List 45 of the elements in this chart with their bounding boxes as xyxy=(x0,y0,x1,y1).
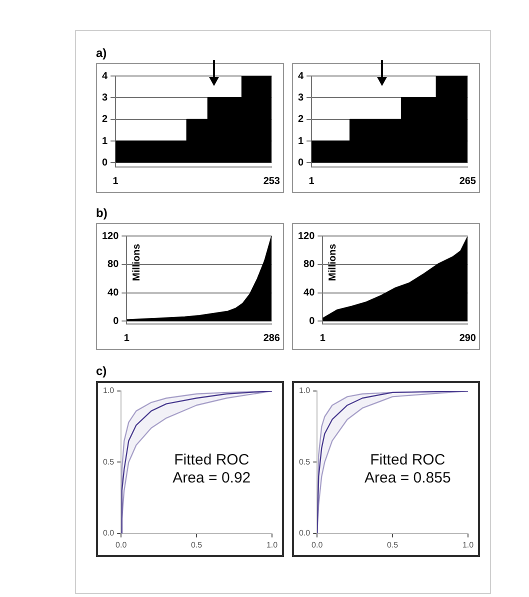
x-tick-label: 0.5 xyxy=(387,540,399,550)
y-tick-label: 3 xyxy=(102,92,108,104)
chart-title: a) xyxy=(96,45,108,62)
y-tick-label: 0.0 xyxy=(102,528,115,538)
annotation: Area = 0.855 xyxy=(364,469,451,486)
x-tick-label: 1 xyxy=(124,332,130,344)
y-axis-title: Millions xyxy=(327,243,338,282)
x-tick-label: 1.0 xyxy=(266,540,278,550)
y-tick-label: 80 xyxy=(108,259,120,270)
chart-title: b) xyxy=(96,205,108,222)
y-tick-label: 40 xyxy=(108,288,120,299)
y-axis-title: Millions xyxy=(131,243,142,282)
annotation: Fitted ROC xyxy=(174,451,250,468)
y-tick-label: 1 xyxy=(298,136,304,147)
y-tick-label: 40 xyxy=(304,288,316,299)
x-tick-label: 290 xyxy=(459,332,476,344)
x-tick-label: 0.0 xyxy=(116,540,128,550)
y-tick-label: 0 xyxy=(113,316,120,327)
y-tick-label: 1.0 xyxy=(102,386,115,396)
y-tick-label: 0.5 xyxy=(298,457,311,466)
annotation: Fitted ROC xyxy=(370,451,446,468)
x-tick-label: 0.0 xyxy=(312,540,324,550)
y-tick-label: 0 xyxy=(309,316,316,327)
y-tick-label: 4 xyxy=(102,70,108,82)
y-tick-label: 2 xyxy=(102,114,108,126)
annotation: Area = 0.92 xyxy=(172,469,251,486)
chart-title: c) xyxy=(96,363,108,380)
y-tick-label: 1 xyxy=(102,136,108,147)
x-tick-label: 0.5 xyxy=(191,540,203,550)
y-tick-label: 80 xyxy=(304,259,316,270)
x-tick-label: 286 xyxy=(263,332,280,344)
x-tick-label: 253 xyxy=(263,176,280,187)
y-tick-label: 4 xyxy=(298,70,304,82)
x-tick-label: 1 xyxy=(320,332,326,344)
y-tick-label: 0 xyxy=(298,157,304,168)
y-tick-label: 0 xyxy=(102,157,108,168)
y-tick-label: 1.0 xyxy=(298,386,311,396)
x-tick-label: 265 xyxy=(459,176,476,187)
y-tick-label: 0.0 xyxy=(298,528,311,538)
x-tick-label: 1.0 xyxy=(462,540,474,550)
y-tick-label: 120 xyxy=(298,230,316,242)
y-tick-label: 3 xyxy=(298,92,304,104)
y-tick-label: 2 xyxy=(298,114,304,126)
y-tick-label: 120 xyxy=(102,230,120,242)
y-tick-label: 0.5 xyxy=(102,457,115,466)
